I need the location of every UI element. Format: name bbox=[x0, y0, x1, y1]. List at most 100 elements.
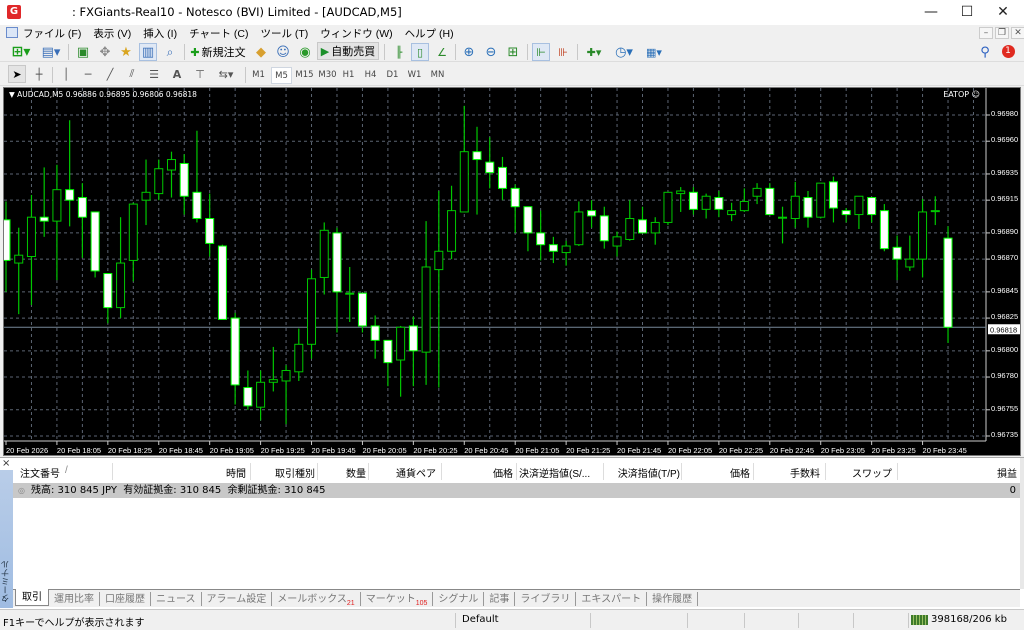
candle-bullish bbox=[319, 229, 329, 278]
tab-trade[interactable]: 取引 bbox=[15, 589, 49, 606]
drawing-toolbar: ➤ ┼ │ ─ ╱ ⫽ ☰ A ⊤ ⇆▾ bbox=[0, 63, 1024, 86]
terminal-scrollbar[interactable] bbox=[1020, 458, 1024, 589]
crosshair-icon[interactable]: ┼ bbox=[35, 67, 43, 81]
col-take-profit[interactable]: 決済指値(T/P) bbox=[617, 469, 680, 480]
minimize-button[interactable]: — bbox=[924, 4, 938, 20]
mdi-close-button[interactable]: ✕ bbox=[1011, 27, 1024, 39]
tab-market[interactable]: マーケット105 bbox=[361, 592, 434, 607]
col-swap[interactable]: スワップ bbox=[852, 469, 892, 480]
col-stop-loss[interactable]: 決済逆指値(S/... bbox=[519, 469, 591, 480]
tab-account-history[interactable]: 口座履歴 bbox=[100, 592, 151, 606]
col-type[interactable]: 取引種別 bbox=[275, 469, 315, 480]
auto-trading-button[interactable]: ▶ 自動売買 bbox=[317, 42, 379, 60]
tab-exposure[interactable]: 運用比率 bbox=[49, 592, 100, 606]
timeframe-w1[interactable]: W1 bbox=[407, 70, 422, 80]
col-order[interactable]: 注文番号 bbox=[20, 469, 60, 480]
tab-mailbox[interactable]: メールボックス21 bbox=[272, 592, 361, 607]
arrows-icon[interactable]: ⇆▾ bbox=[218, 67, 234, 81]
candle-bearish bbox=[599, 215, 609, 242]
chart-window[interactable]: 0.96980 0.96960 0.96935 0.96915 0.96890 0.968… bbox=[3, 87, 1021, 456]
cursor-icon[interactable]: ➤ bbox=[8, 65, 26, 83]
balance-row[interactable]: ◎ 残高: 310 845 JPY 有効証拠金: 310 845 余剰証拠金: … bbox=[13, 483, 1020, 498]
timeframe-h1[interactable]: H1 bbox=[342, 70, 355, 80]
close-button[interactable]: ✕ bbox=[997, 4, 1009, 20]
signals-icon[interactable]: ◉ bbox=[299, 44, 311, 60]
col-price[interactable]: 価格 bbox=[493, 469, 513, 480]
search-icon[interactable]: ⚲ bbox=[980, 44, 990, 60]
tab-library[interactable]: ライブラリ bbox=[515, 592, 577, 606]
navigator-icon[interactable]: ★ bbox=[120, 44, 132, 60]
tab-alerts[interactable]: アラーム設定 bbox=[202, 592, 273, 606]
timeframe-m1[interactable]: M1 bbox=[252, 70, 265, 80]
text-icon[interactable]: A bbox=[172, 67, 182, 81]
tab-journal[interactable]: 操作履歴 bbox=[647, 592, 699, 606]
candle-bullish bbox=[650, 221, 660, 234]
tab-experts[interactable]: エキスパート bbox=[576, 592, 648, 606]
time-label: 20 Feb 19:25 bbox=[261, 446, 305, 455]
maximize-button[interactable]: ☐ bbox=[960, 4, 974, 20]
new-chart-icon[interactable]: ⊞▾ bbox=[11, 44, 31, 60]
menu-help[interactable]: ヘルプ (H) bbox=[404, 28, 454, 40]
text-label-icon[interactable]: ⊤ bbox=[195, 67, 205, 81]
status-profile[interactable]: Default bbox=[462, 614, 499, 625]
mdi-minimize-button[interactable]: – bbox=[979, 27, 993, 39]
fibonacci-icon[interactable]: ☰ bbox=[149, 67, 159, 81]
menu-insert[interactable]: 挿入 (I) bbox=[143, 28, 178, 40]
col-current-price[interactable]: 価格 bbox=[730, 469, 750, 480]
notifications-button[interactable]: 1 bbox=[998, 42, 1018, 60]
menu-view[interactable]: 表示 (V) bbox=[93, 28, 132, 40]
timeframe-d1[interactable]: D1 bbox=[386, 70, 399, 80]
profiles-icon[interactable]: ▤▾ bbox=[41, 44, 61, 60]
candlestick-icon[interactable]: ▯ bbox=[411, 43, 429, 61]
candle-bullish bbox=[307, 278, 317, 345]
line-chart-icon[interactable]: ∠ bbox=[437, 45, 447, 59]
tile-windows-icon[interactable]: ⊞ bbox=[507, 44, 519, 60]
col-commission[interactable]: 手数料 bbox=[790, 469, 820, 480]
trendline-icon[interactable]: ╱ bbox=[106, 67, 114, 81]
time-label: 20 Feb 22:25 bbox=[719, 446, 763, 455]
candle-bearish bbox=[765, 187, 775, 216]
data-window-icon[interactable]: ✥ bbox=[99, 44, 111, 60]
periods-icon[interactable]: ◷▾ bbox=[615, 44, 633, 60]
auto-scroll-icon[interactable]: ⊩ bbox=[532, 43, 550, 61]
col-profit[interactable]: 損益 bbox=[997, 469, 1017, 480]
timeframe-h4[interactable]: H4 bbox=[364, 70, 377, 80]
vertical-line-icon[interactable]: │ bbox=[62, 67, 70, 81]
market-watch-icon[interactable]: ▣ bbox=[76, 44, 90, 60]
menu-file[interactable]: ファイル (F) bbox=[23, 28, 82, 40]
col-time[interactable]: 時間 bbox=[226, 469, 246, 480]
candle-bullish bbox=[727, 210, 737, 216]
tab-signals[interactable]: シグナル bbox=[433, 592, 485, 606]
zoom-in-icon[interactable]: ⊕ bbox=[463, 44, 475, 60]
col-symbol[interactable]: 通貨ペア bbox=[396, 469, 436, 480]
bar-chart-icon[interactable]: ╟ bbox=[395, 45, 403, 59]
timeframe-mn[interactable]: MN bbox=[430, 70, 445, 80]
community-icon[interactable]: ☺ bbox=[276, 44, 290, 60]
candle-bullish bbox=[790, 195, 800, 220]
menu-chart[interactable]: チャート (C) bbox=[189, 28, 249, 40]
terminal-close-icon[interactable]: × bbox=[2, 458, 11, 469]
timeframe-m15[interactable]: M15 bbox=[295, 70, 314, 80]
chart-shift-icon[interactable]: ⊪ bbox=[558, 45, 568, 59]
col-volume[interactable]: 数量 bbox=[346, 469, 366, 480]
app-logo: G bbox=[7, 5, 21, 19]
candlestick-chart[interactable]: 0.96980 0.96960 0.96935 0.96915 0.96890 0.968… bbox=[4, 88, 1020, 455]
new-order-button[interactable]: ✚ 新規注文 bbox=[189, 43, 247, 61]
terminal-icon[interactable]: ▥ bbox=[139, 43, 157, 61]
candle-bearish bbox=[103, 273, 113, 309]
menu-tools[interactable]: ツール (T) bbox=[260, 28, 309, 40]
templates-icon[interactable]: ▦▾ bbox=[646, 45, 662, 59]
horizontal-line-icon[interactable]: ─ bbox=[84, 67, 92, 81]
metaeditor-icon[interactable]: ◆ bbox=[256, 44, 266, 60]
indicators-icon[interactable]: ✚▾ bbox=[586, 45, 602, 59]
equidistant-channel-icon[interactable]: ⫽ bbox=[129, 67, 135, 80]
zoom-out-icon[interactable]: ⊖ bbox=[485, 44, 497, 60]
tab-articles[interactable]: 記事 bbox=[484, 592, 516, 606]
timeframe-m30[interactable]: M30 bbox=[318, 70, 337, 80]
timeframe-m5[interactable]: M5 bbox=[271, 67, 292, 84]
tab-news[interactable]: ニュース bbox=[151, 592, 202, 606]
menu-window[interactable]: ウィンドウ (W) bbox=[320, 28, 393, 40]
strategy-tester-icon[interactable]: ⌕ bbox=[166, 44, 174, 59]
candle-bullish bbox=[14, 254, 24, 264]
mdi-restore-button[interactable]: ❐ bbox=[995, 27, 1009, 39]
